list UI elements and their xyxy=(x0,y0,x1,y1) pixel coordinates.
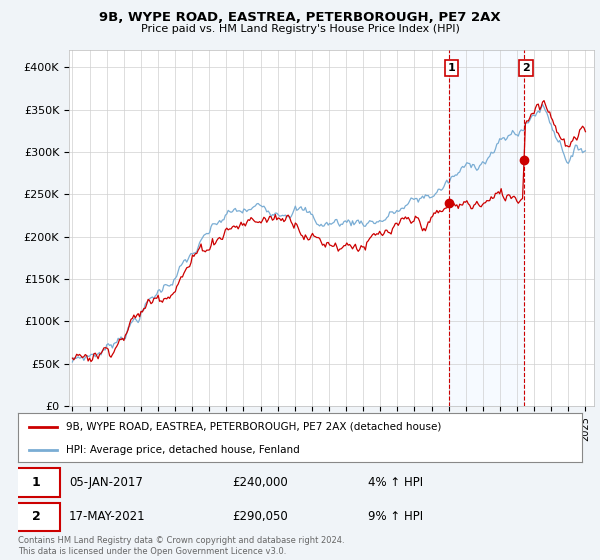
FancyBboxPatch shape xyxy=(13,503,61,531)
Text: 2: 2 xyxy=(32,510,41,524)
Text: 2: 2 xyxy=(522,63,530,73)
Text: 05-JAN-2017: 05-JAN-2017 xyxy=(69,476,143,489)
Text: £290,050: £290,050 xyxy=(232,510,288,524)
Text: 9% ↑ HPI: 9% ↑ HPI xyxy=(368,510,423,524)
Text: 1: 1 xyxy=(32,476,41,489)
Text: HPI: Average price, detached house, Fenland: HPI: Average price, detached house, Fenl… xyxy=(66,445,299,455)
Text: £240,000: £240,000 xyxy=(232,476,288,489)
FancyBboxPatch shape xyxy=(13,468,61,497)
Text: Price paid vs. HM Land Registry's House Price Index (HPI): Price paid vs. HM Land Registry's House … xyxy=(140,24,460,34)
Bar xyxy=(449,50,524,406)
Text: 9B, WYPE ROAD, EASTREA, PETERBOROUGH, PE7 2AX: 9B, WYPE ROAD, EASTREA, PETERBOROUGH, PE… xyxy=(99,11,501,24)
Text: 4% ↑ HPI: 4% ↑ HPI xyxy=(368,476,423,489)
Text: 17-MAY-2021: 17-MAY-2021 xyxy=(69,510,145,524)
Text: 1: 1 xyxy=(448,63,455,73)
Text: 9B, WYPE ROAD, EASTREA, PETERBOROUGH, PE7 2AX (detached house): 9B, WYPE ROAD, EASTREA, PETERBOROUGH, PE… xyxy=(66,422,442,432)
Text: Contains HM Land Registry data © Crown copyright and database right 2024.
This d: Contains HM Land Registry data © Crown c… xyxy=(18,536,344,556)
